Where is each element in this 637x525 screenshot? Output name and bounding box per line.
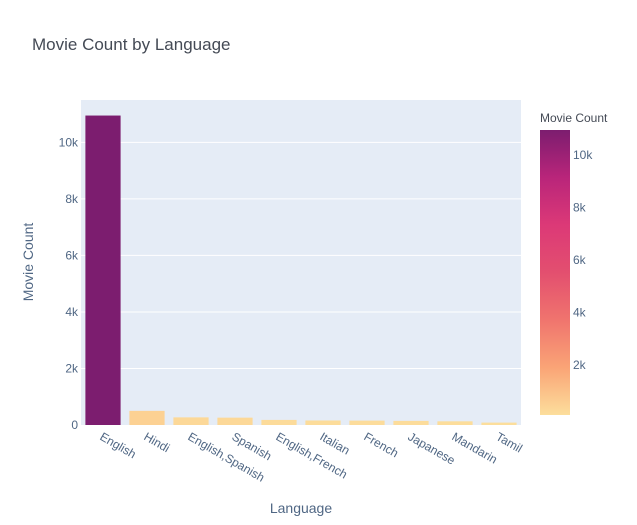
bar xyxy=(217,417,253,425)
x-tick-label: Japanese xyxy=(406,429,458,467)
y-tick-label: 10k xyxy=(59,135,79,149)
plot-area xyxy=(81,100,521,425)
x-tick-label: English xyxy=(98,429,139,461)
colorbar-ticks: 2k 4k 6k 8k 10k xyxy=(573,148,593,372)
y-tick-label: 4k xyxy=(65,305,79,319)
colorbar-tick-label: 6k xyxy=(573,253,587,267)
y-tick-label: 0 xyxy=(71,418,78,432)
bar xyxy=(261,419,297,425)
x-tick-label: Hindi xyxy=(142,429,173,455)
x-tick-label: English,Spanish xyxy=(186,429,268,484)
bar xyxy=(305,420,341,425)
bar xyxy=(393,420,429,425)
bar xyxy=(173,417,209,425)
colorbar-title: Movie Count xyxy=(540,111,608,125)
x-tick-label: Tamil xyxy=(494,429,525,455)
colorbar-tick-label: 8k xyxy=(573,200,587,214)
x-axis-title: Language xyxy=(270,500,333,516)
bar xyxy=(85,115,121,425)
bar xyxy=(437,421,473,425)
bars xyxy=(85,115,517,425)
colorbar-tick-label: 4k xyxy=(573,305,587,319)
y-tick-label: 8k xyxy=(65,192,79,206)
colorbar-tick-label: 2k xyxy=(573,358,587,372)
x-tick-label: Mandarin xyxy=(450,429,500,466)
y-axis-ticks: 0 2k 4k 6k 8k 10k xyxy=(59,135,79,432)
bar xyxy=(481,422,517,425)
x-tick-label: French xyxy=(362,429,401,460)
y-tick-label: 6k xyxy=(65,248,79,262)
gridlines xyxy=(81,141,521,369)
chart-title: Movie Count by Language xyxy=(32,35,230,54)
bar xyxy=(129,410,165,425)
y-tick-label: 2k xyxy=(65,361,79,375)
y-axis-title: Movie Count xyxy=(20,223,36,302)
colorbar xyxy=(540,130,570,415)
colorbar-tick-label: 10k xyxy=(573,148,593,162)
bar xyxy=(349,420,385,425)
